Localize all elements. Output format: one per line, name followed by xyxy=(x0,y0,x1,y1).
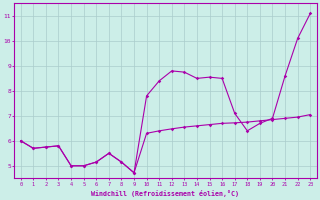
X-axis label: Windchill (Refroidissement éolien,°C): Windchill (Refroidissement éolien,°C) xyxy=(92,190,239,197)
